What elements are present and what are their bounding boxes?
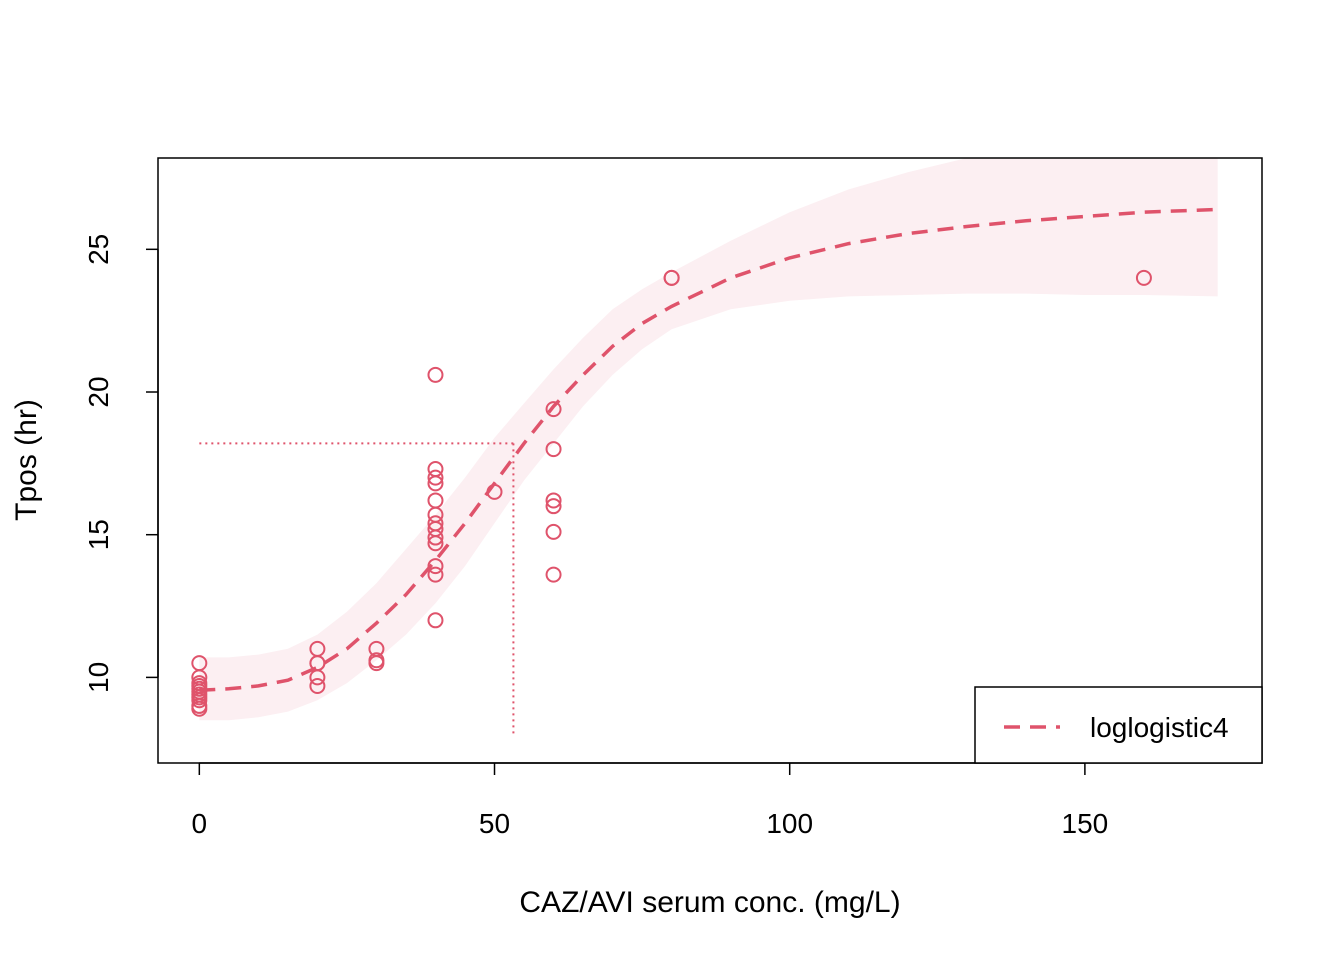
data-point (309, 669, 326, 686)
x-tick-label: 50 (479, 808, 510, 839)
plot-area (191, 158, 1218, 736)
data-point (427, 612, 444, 629)
data-point (368, 655, 385, 672)
data-point (191, 700, 208, 717)
data-point (427, 469, 444, 486)
data-point (545, 523, 562, 540)
data-point (427, 475, 444, 492)
data-point (427, 558, 444, 575)
x-tick-label: 0 (192, 808, 208, 839)
data-point (427, 535, 444, 552)
legend: loglogistic4 (974, 686, 1263, 764)
x-tick-label: 150 (1062, 808, 1109, 839)
y-axis-title: Tpos (hr) (10, 399, 43, 521)
x-axis-title: CAZ/AVI serum conc. (mg/L) (519, 886, 900, 919)
confidence-band (199, 158, 1218, 721)
data-point (309, 677, 326, 694)
data-point (545, 498, 562, 515)
axes: 0 50 100 150 10 15 20 25 (83, 157, 1263, 839)
data-point (486, 483, 503, 500)
data-point (545, 492, 562, 509)
data-point (427, 492, 444, 509)
data-point (427, 366, 444, 383)
data-point (191, 692, 208, 709)
legend-label: loglogistic4 (1090, 712, 1229, 743)
data-point (545, 401, 562, 418)
data-point (545, 566, 562, 583)
data-point (663, 269, 680, 286)
y-tick-label: 15 (83, 519, 114, 550)
x-tick-label: 100 (766, 808, 813, 839)
legend-box (974, 686, 1263, 764)
data-point (1135, 269, 1152, 286)
y-tick-label: 10 (83, 662, 114, 693)
data-point (545, 441, 562, 458)
y-tick-label: 20 (83, 376, 114, 407)
y-tick-label: 25 (83, 234, 114, 265)
fit-curve (199, 207, 1218, 692)
data-point (427, 529, 444, 546)
data-point (427, 566, 444, 583)
